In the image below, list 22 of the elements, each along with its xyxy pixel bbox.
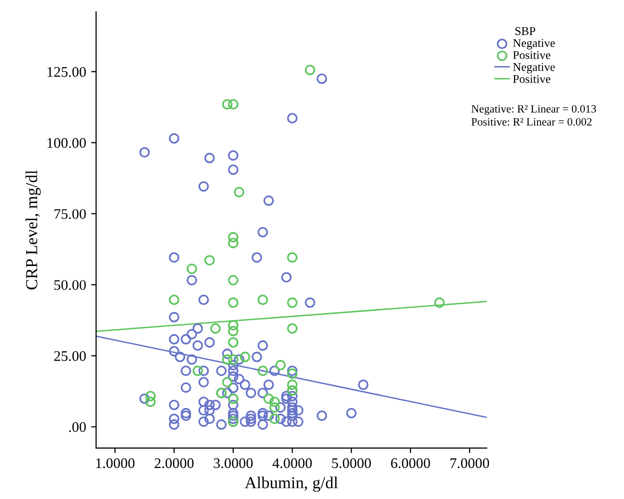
annotation: Positive: R² Linear = 0.002 xyxy=(471,118,592,126)
x-axis-title: Albumin, g/dl xyxy=(244,476,338,492)
x-tick-label: 7.0000 xyxy=(450,458,490,468)
x-tick-label: 2.0000 xyxy=(154,458,194,468)
y-tick-label: 100.00 xyxy=(48,138,86,148)
y-axis-title: CRP Level, mg/dl xyxy=(26,170,41,290)
y-tick-label: 50.00 xyxy=(54,280,86,290)
legend-title: SBP xyxy=(515,27,536,36)
legend-label: Negative xyxy=(513,39,555,50)
legend-label: Positive xyxy=(513,75,550,83)
x-tick-label: 3.0000 xyxy=(214,458,253,468)
legend-label: Negative xyxy=(513,63,555,74)
y-tick-label: .00 xyxy=(69,422,86,432)
x-tick-label: 5.0000 xyxy=(332,458,371,468)
x-tick-label: 1.0000 xyxy=(96,458,135,468)
x-tick-label: 4.0000 xyxy=(272,458,312,468)
annotation: Negative: R² Linear = 0.013 xyxy=(471,105,596,115)
y-tick-label: 125.00 xyxy=(48,67,86,77)
y-tick-label: 75.00 xyxy=(54,209,86,219)
x-tick-label: 6.0000 xyxy=(391,458,430,468)
y-tick-label: 25.00 xyxy=(54,351,86,362)
legend-label: Positive xyxy=(513,51,550,60)
